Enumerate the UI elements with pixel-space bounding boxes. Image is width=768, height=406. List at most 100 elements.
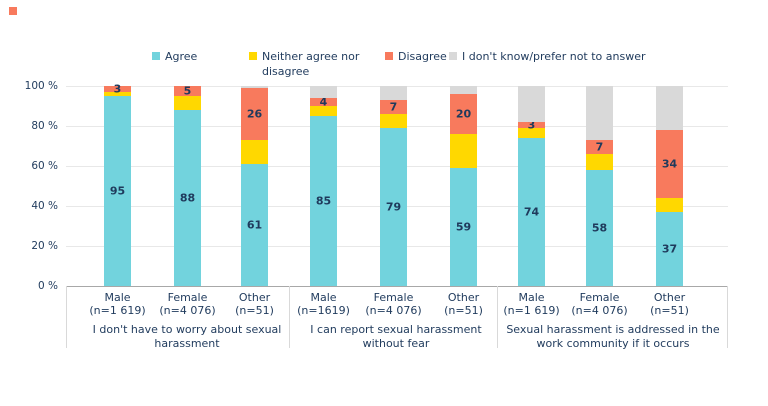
group-caption-3: Sexual harassment is addressed in the wo…: [506, 323, 720, 350]
value-label-disagree: 20: [455, 107, 472, 121]
bar-segment-neither: [104, 92, 131, 96]
category-label: Other: [447, 291, 480, 304]
bar-segment-agree: [104, 96, 131, 286]
value-label-agree: 79: [385, 200, 402, 214]
group-separator: [497, 286, 498, 348]
sample-size-label: (n=4 076): [365, 304, 422, 317]
value-label-agree: 61: [246, 218, 263, 232]
bar-segment-dontknow: [241, 86, 268, 88]
bar-segment-agree: [241, 164, 268, 286]
value-label-agree: 88: [179, 191, 196, 205]
value-label-agree: 58: [591, 221, 608, 235]
stacked-bar-male: 85 4: [310, 86, 337, 286]
stacked-bar-female: 79 7: [380, 86, 407, 286]
value-label-disagree: 7: [595, 140, 604, 154]
category-label: Female: [579, 291, 620, 304]
value-label-disagree: 26: [246, 107, 263, 121]
bar-segment-neither: [586, 154, 613, 170]
category-label: Male: [518, 291, 545, 304]
value-label-disagree: 3: [113, 82, 122, 96]
bar-segment-dontknow: [518, 86, 545, 122]
value-label-agree: 95: [109, 184, 126, 198]
disagree-swatch-icon: [385, 52, 393, 60]
plot-area: 95 3 88 5 61 26 85 4 79 7 59 20 74 3 58 7 37 34: [66, 82, 728, 286]
bar-segment-disagree: [241, 88, 268, 140]
value-label-agree: 85: [315, 194, 332, 208]
value-label-disagree: 4: [319, 95, 328, 109]
bar-segment-disagree: [174, 86, 201, 96]
bar-segment-disagree: [586, 140, 613, 154]
legend-label: Neither agree nor disagree: [262, 50, 360, 78]
value-label-disagree: 3: [527, 118, 536, 132]
bar-segment-disagree: [310, 98, 337, 106]
x-tick-label: Male (n=1 619): [89, 291, 145, 317]
group-separator: [289, 286, 290, 348]
category-label: Female: [167, 291, 208, 304]
x-tick-label: Female (n=4 076): [159, 291, 215, 317]
x-tick-label: Other (n=51): [650, 291, 689, 317]
neither-swatch-icon: [249, 52, 257, 60]
sample-size-label: (n=4 076): [159, 304, 216, 317]
y-tick-0: 0 %: [38, 280, 58, 292]
stacked-bar-other: 37 34: [656, 86, 683, 286]
x-axis-line: [66, 286, 728, 287]
category-label: Other: [653, 291, 686, 304]
bar-segment-neither: [241, 140, 268, 164]
bar-segment-disagree: [450, 94, 477, 134]
bar-segment-agree: [586, 170, 613, 286]
y-tick-40: 40 %: [31, 200, 58, 212]
y-tick-80: 80 %: [31, 120, 58, 132]
sample-size-label: (n=1 619): [89, 304, 146, 317]
bar-segment-disagree: [380, 100, 407, 114]
value-label-agree: 37: [661, 242, 678, 256]
group-separator: [727, 286, 728, 348]
y-tick-100: 100 %: [24, 80, 58, 92]
bar-segment-disagree: [656, 130, 683, 198]
agree-swatch-icon: [152, 52, 160, 60]
sample-size-label: (n=4 076): [571, 304, 628, 317]
bar-segment-disagree: [104, 86, 131, 92]
bar-segment-dontknow: [656, 86, 683, 130]
legend-item-agree: Agree: [152, 49, 197, 64]
category-label: Male: [104, 291, 131, 304]
legend-item-disagree: Disagree: [385, 49, 447, 64]
corner-color-mark: [9, 7, 17, 15]
value-label-disagree: 7: [389, 100, 398, 114]
sample-size-label: (n=1 619): [503, 304, 560, 317]
legend-item-dontknow: I don't know/prefer not to answer: [449, 49, 646, 64]
legend-label: I don't know/prefer not to answer: [462, 50, 646, 63]
y-tick-20: 20 %: [31, 240, 58, 252]
x-tick-label: Female (n=4 076): [571, 291, 627, 317]
stacked-bar-female: 88 5: [174, 86, 201, 286]
sample-size-label: (n=51): [235, 304, 274, 317]
bar-segment-dontknow: [586, 86, 613, 140]
stacked-bar-male: 74 3: [518, 86, 545, 286]
stacked-bar-other: 59 20: [450, 86, 477, 286]
bar-segment-agree: [450, 168, 477, 286]
bar-segment-neither: [450, 134, 477, 168]
legend-label: Agree: [165, 50, 198, 63]
bar-segment-neither: [656, 198, 683, 212]
stacked-bar-male: 95 3: [104, 82, 131, 286]
bar-segment-disagree: [518, 122, 545, 128]
value-label-agree: 59: [455, 220, 472, 234]
bar-segment-neither: [310, 106, 337, 116]
sample-size-label: (n=1619): [297, 304, 350, 317]
x-tick-label: Male (n=1619): [297, 291, 350, 317]
bar-segment-neither: [174, 96, 201, 110]
sample-size-label: (n=51): [650, 304, 689, 317]
bar-segment-agree: [380, 128, 407, 286]
category-label: Female: [373, 291, 414, 304]
group-caption-1: I don't have to worry about sexual haras…: [92, 323, 282, 350]
group-caption-2: I can report sexual harassment without f…: [310, 323, 482, 350]
x-tick-label: Female (n=4 076): [365, 291, 421, 317]
x-tick-label: Other (n=51): [235, 291, 274, 317]
dontknow-swatch-icon: [449, 52, 457, 60]
bar-segment-neither: [518, 128, 545, 138]
bar-segment-agree: [518, 138, 545, 286]
bar-segment-dontknow: [450, 86, 477, 94]
stacked-bar-other: 61 26: [241, 86, 268, 286]
category-label: Male: [310, 291, 337, 304]
bar-segment-agree: [656, 212, 683, 286]
